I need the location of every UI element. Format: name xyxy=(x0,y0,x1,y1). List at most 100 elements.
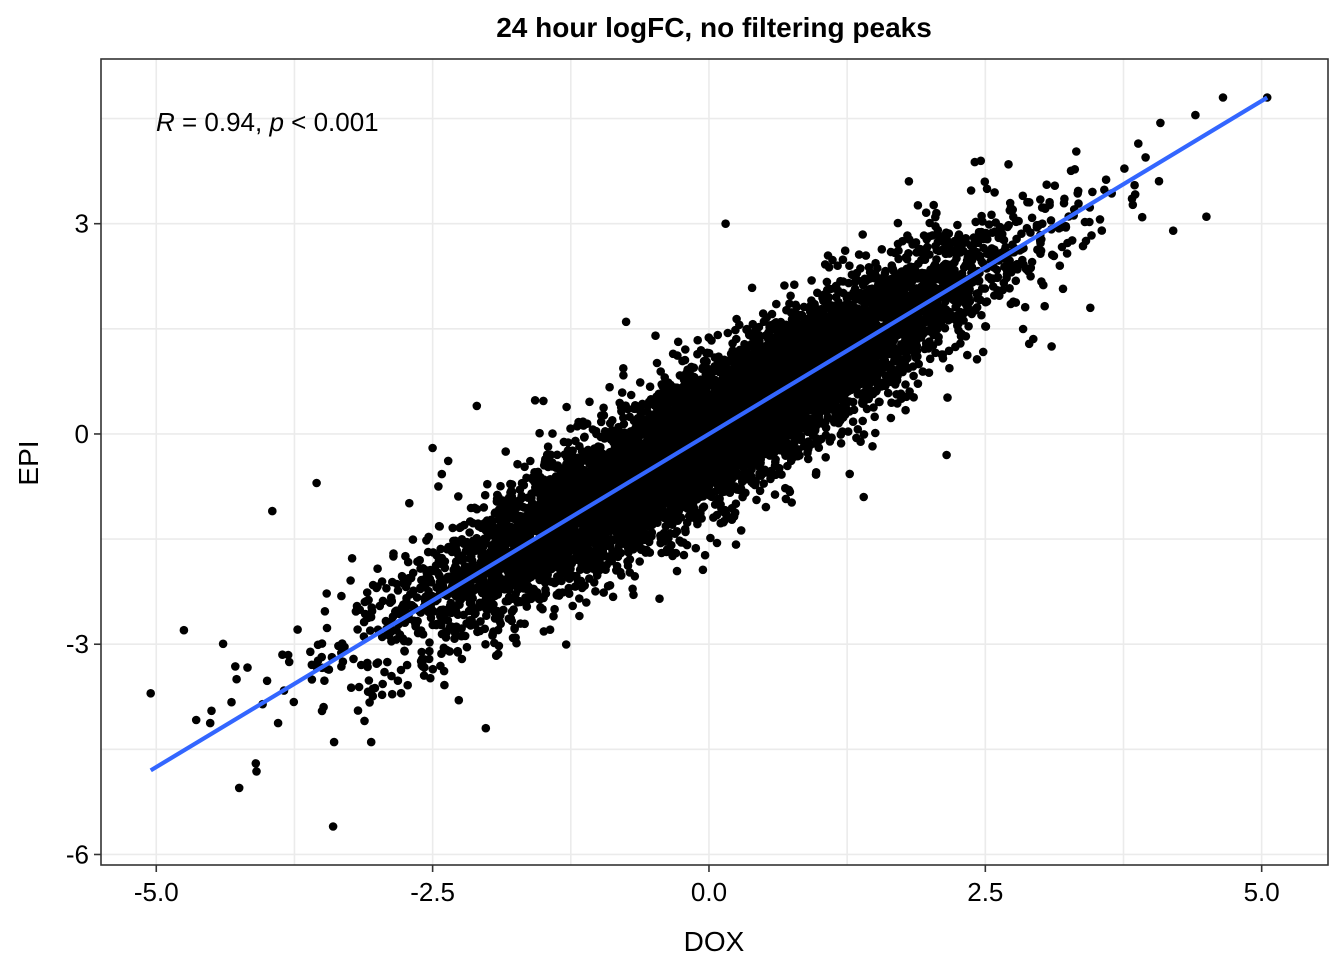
data-point xyxy=(396,688,406,698)
data-point xyxy=(987,210,996,220)
data-point xyxy=(322,623,332,633)
data-point xyxy=(396,665,406,675)
data-point xyxy=(913,379,923,389)
data-point xyxy=(840,246,850,255)
data-point xyxy=(838,255,848,264)
data-point xyxy=(971,217,980,227)
data-point xyxy=(582,598,591,607)
data-point xyxy=(761,502,771,512)
data-point xyxy=(767,309,777,319)
data-point xyxy=(833,261,842,271)
data-point xyxy=(706,533,715,543)
data-point xyxy=(418,630,428,639)
data-point xyxy=(1066,166,1076,176)
data-point xyxy=(758,309,768,318)
data-point xyxy=(454,492,463,501)
data-point xyxy=(977,310,986,320)
data-point xyxy=(539,396,548,406)
data-point xyxy=(405,498,414,508)
data-point xyxy=(205,718,215,728)
data-point xyxy=(599,403,608,413)
data-point xyxy=(836,439,846,448)
data-point xyxy=(561,640,571,649)
data-point xyxy=(365,626,375,635)
data-point xyxy=(966,186,976,195)
data-point xyxy=(599,411,609,420)
data-point xyxy=(232,674,241,684)
data-point xyxy=(707,336,716,345)
data-point xyxy=(320,607,330,616)
data-point xyxy=(552,450,562,460)
data-point xyxy=(978,347,988,357)
data-point xyxy=(932,245,942,255)
data-point xyxy=(1024,339,1034,349)
data-point xyxy=(510,623,519,633)
data-point xyxy=(980,177,990,186)
data-point xyxy=(972,355,982,364)
data-point xyxy=(861,251,871,260)
data-point xyxy=(483,479,492,489)
data-point xyxy=(425,638,434,647)
data-point xyxy=(608,592,618,602)
data-point xyxy=(752,495,761,505)
data-point xyxy=(443,456,453,466)
data-point xyxy=(713,330,723,340)
data-point xyxy=(426,613,436,623)
data-point xyxy=(822,277,832,287)
data-point xyxy=(858,230,867,239)
data-point xyxy=(913,201,923,210)
data-point xyxy=(436,544,446,554)
data-point xyxy=(1062,249,1072,258)
data-point xyxy=(1003,222,1012,232)
data-point xyxy=(920,255,930,264)
data-point xyxy=(700,550,710,560)
data-point xyxy=(329,737,339,747)
data-point xyxy=(1156,118,1165,128)
data-point xyxy=(307,675,317,684)
data-point xyxy=(231,662,240,671)
data-point xyxy=(679,550,689,560)
data-point xyxy=(493,625,503,635)
data-point xyxy=(736,526,746,535)
data-point xyxy=(337,591,346,601)
data-point xyxy=(723,328,733,338)
data-point xyxy=(519,480,529,490)
data-point xyxy=(691,543,701,553)
data-point xyxy=(681,345,690,354)
data-point xyxy=(443,616,453,625)
data-point xyxy=(772,299,781,309)
data-point xyxy=(929,200,938,210)
data-point xyxy=(897,394,906,404)
data-point xyxy=(262,676,272,686)
data-point xyxy=(759,479,768,488)
data-point xyxy=(243,663,252,672)
data-point xyxy=(493,649,503,659)
data-point xyxy=(520,462,529,472)
data-point xyxy=(349,654,358,664)
data-point xyxy=(1095,215,1105,224)
data-point xyxy=(925,354,935,364)
data-point xyxy=(858,396,867,406)
data-point xyxy=(635,378,645,387)
data-point xyxy=(853,390,863,399)
data-point xyxy=(984,273,994,282)
data-point xyxy=(437,469,447,479)
data-point xyxy=(320,676,329,685)
data-point xyxy=(1026,272,1035,281)
data-point xyxy=(803,454,813,464)
data-point xyxy=(346,576,355,585)
data-point xyxy=(591,587,600,596)
data-point xyxy=(1072,147,1081,156)
data-point xyxy=(459,520,469,530)
data-point xyxy=(748,319,758,329)
data-point xyxy=(1020,302,1030,312)
data-point xyxy=(605,419,615,428)
data-point xyxy=(770,461,780,471)
data-point xyxy=(854,250,864,259)
data-point xyxy=(354,682,364,692)
data-point xyxy=(1005,198,1015,208)
data-point xyxy=(820,260,830,269)
data-point xyxy=(603,581,613,591)
data-point xyxy=(252,767,261,776)
